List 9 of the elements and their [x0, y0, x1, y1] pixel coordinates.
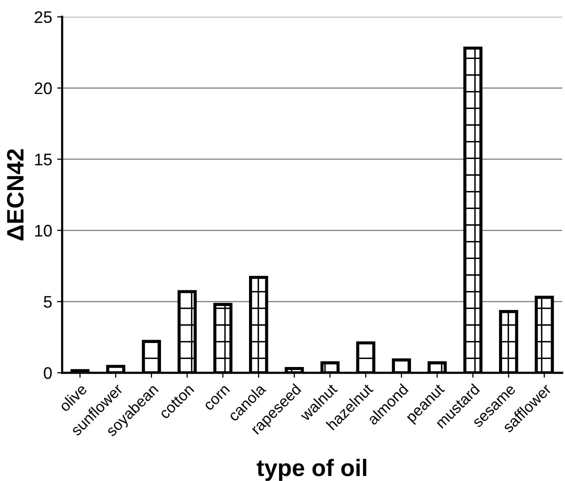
x-axis-title: type of oil — [256, 458, 366, 481]
y-tick-label: 20 — [34, 82, 52, 94]
y-tick-label: 25 — [34, 11, 52, 24]
y-axis-title: ΔECN42 — [6, 149, 24, 240]
y-tick-label: 5 — [44, 296, 52, 308]
y-tick-label: 10 — [35, 224, 52, 237]
y-tick-label: 15 — [35, 154, 52, 166]
x-tick-label: corn — [204, 385, 230, 411]
y-tick-label: 0 — [44, 367, 52, 379]
